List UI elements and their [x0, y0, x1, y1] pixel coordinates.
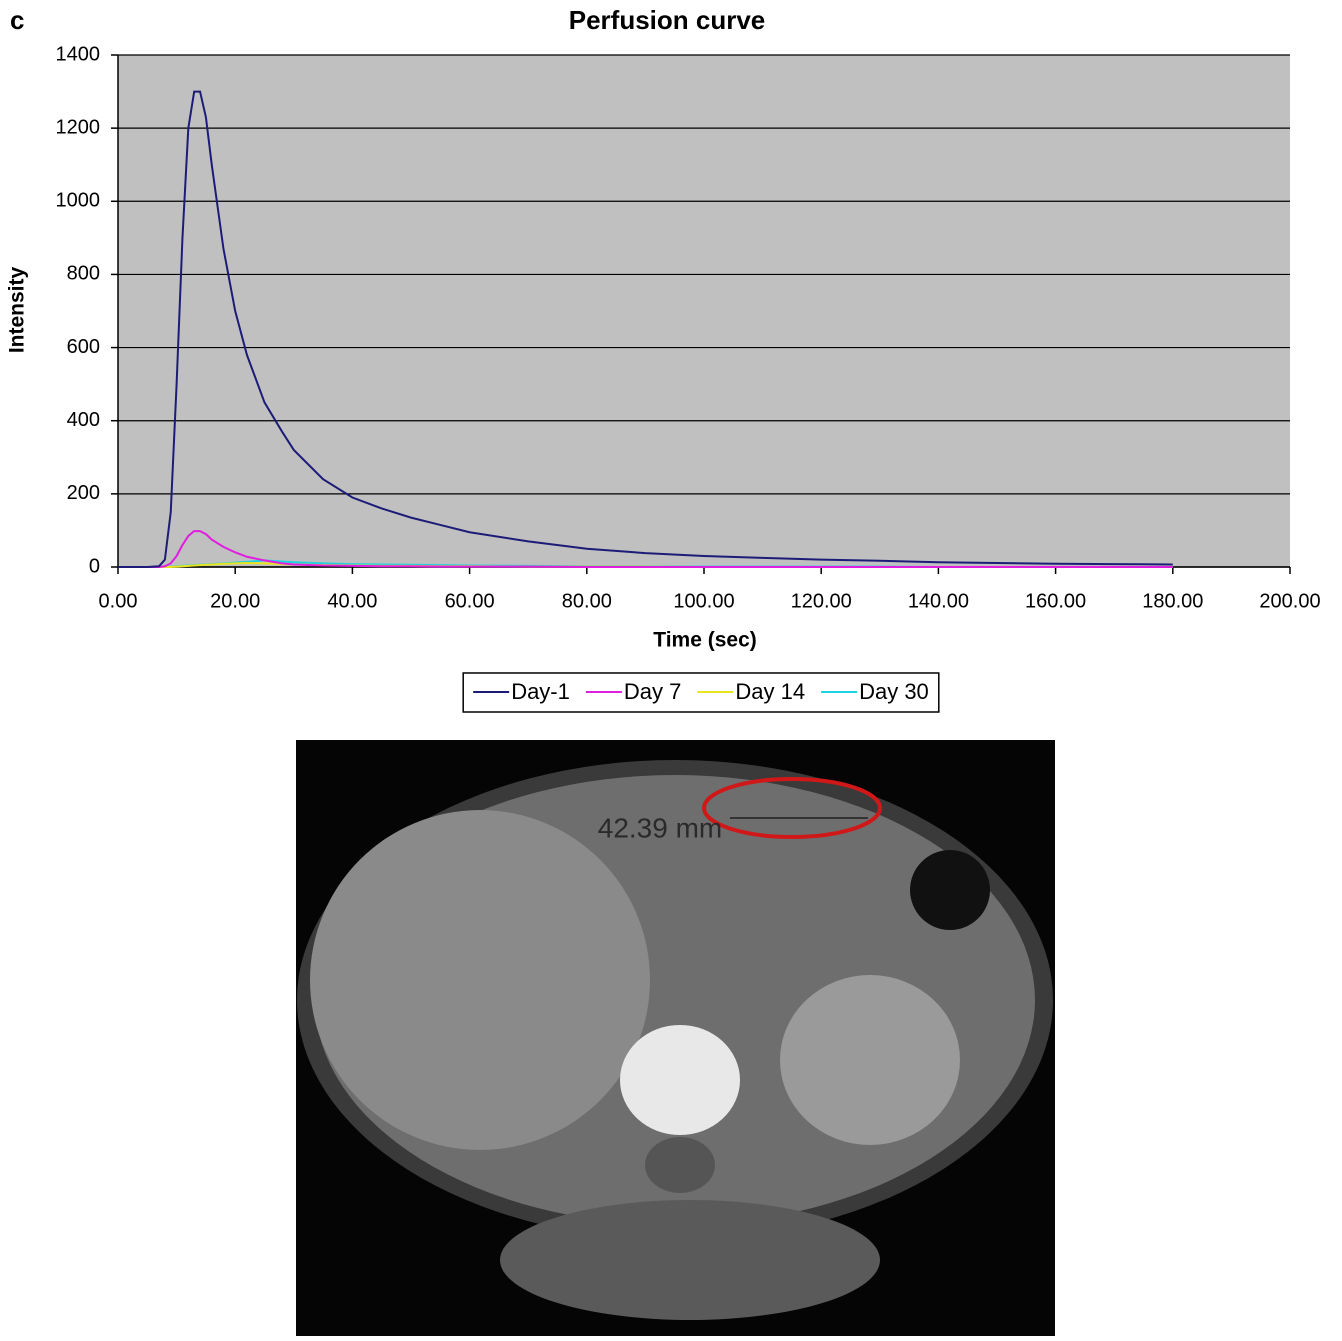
- ct-liver: [310, 810, 650, 1150]
- legend-label: Day 7: [624, 679, 681, 704]
- x-tick-label: 160.00: [1025, 590, 1086, 612]
- x-tick-label: 40.00: [327, 590, 377, 612]
- y-tick-label: 600: [67, 336, 100, 358]
- y-tick-label: 800: [67, 263, 100, 285]
- ct-canal: [645, 1137, 715, 1193]
- figure: c Perfusion curve Time (sec) Intensity 0…: [0, 0, 1342, 1336]
- chart-title: Perfusion curve: [569, 5, 766, 35]
- x-tick-label: 120.00: [791, 590, 852, 612]
- x-tick-label: 0.00: [99, 590, 138, 612]
- ct-vertebra: [620, 1025, 740, 1135]
- x-tick-label: 200.00: [1259, 590, 1320, 612]
- x-tick-label: 100.00: [673, 590, 734, 612]
- y-tick-label: 200: [67, 482, 100, 504]
- x-tick-label: 60.00: [445, 590, 495, 612]
- ct-kidney: [780, 975, 960, 1145]
- x-tick-label: 140.00: [908, 590, 969, 612]
- x-tick-label: 20.00: [210, 590, 260, 612]
- y-axis-label: Intensity: [6, 267, 29, 354]
- legend-label: Day-1: [511, 679, 570, 704]
- legend-label: Day 14: [735, 679, 805, 704]
- y-tick-label: 400: [67, 409, 100, 431]
- x-tick-label: 80.00: [562, 590, 612, 612]
- y-tick-label: 0: [89, 555, 100, 577]
- y-tick-label: 1000: [56, 190, 101, 212]
- x-axis-label: Time (sec): [653, 629, 757, 652]
- ct-image: 42.39 mm: [296, 740, 1055, 1336]
- x-tick-label: 180.00: [1142, 590, 1203, 612]
- y-tick-label: 1200: [56, 116, 101, 138]
- y-tick-label: 1400: [56, 43, 101, 65]
- ct-muscle: [500, 1200, 880, 1320]
- plot-area: [118, 55, 1290, 567]
- measurement-label: 42.39 mm: [598, 812, 723, 843]
- panel-label: c: [10, 5, 24, 35]
- legend-label: Day 30: [859, 679, 929, 704]
- ct-bowel-gas: [910, 850, 990, 930]
